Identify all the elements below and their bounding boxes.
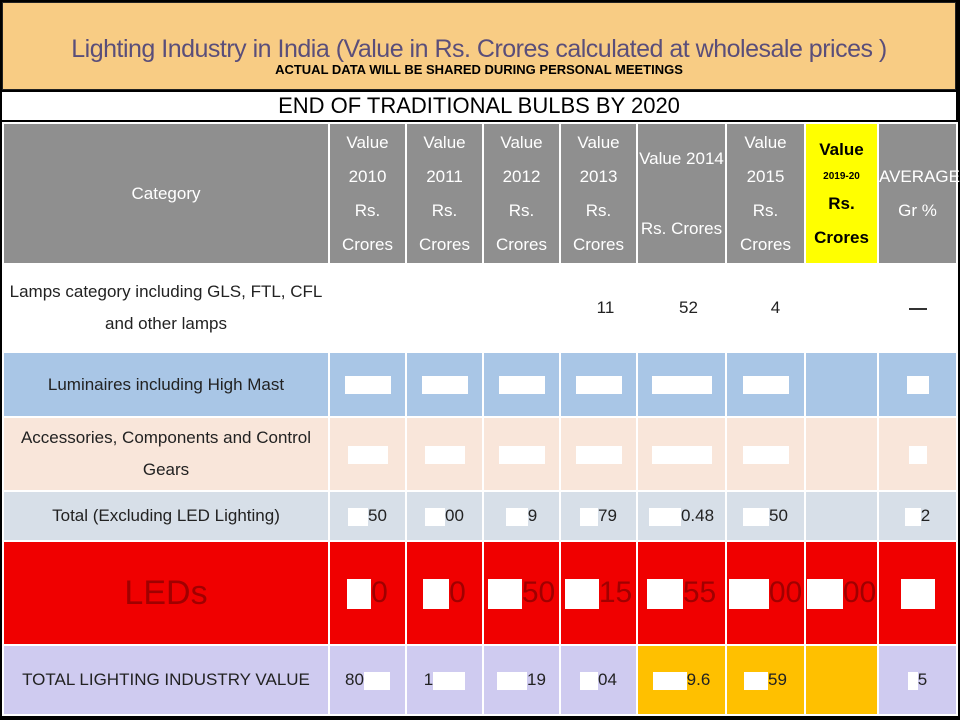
cell-value [636,351,727,418]
table-row: Accessories, Components and Control Gear… [2,416,958,492]
cell-value: 50 [328,490,407,542]
page-subtitle: ACTUAL DATA WILL BE SHARED DURING PERSON… [275,62,683,77]
cell-value [559,416,638,492]
header-2012: Value 2012 Rs. Crores [482,122,561,265]
cell-value [328,416,407,492]
cell-value: 9 [482,490,561,542]
table-row: TOTAL LIGHTING INDUSTRY VALUE 80 1 19 04… [2,644,958,716]
table-row: LEDs 0 0 50 15 55 00 00 [2,540,958,646]
table-row: Lamps category including GLS, FTL, CFL a… [2,263,958,353]
cell-value: 00 [804,540,879,646]
cell-value: 80 [328,644,407,716]
cell-value [559,351,638,418]
cell-value [877,540,958,646]
cell-value: 2 [877,490,958,542]
cell-value: 00 [725,540,806,646]
table-row: Total (Excluding LED Lighting) 50 00 9 7… [2,490,958,542]
header-2010: Value 2010 Rs. Crores [328,122,407,265]
cell-value: 0 [405,540,484,646]
cell-value: 0 [328,540,407,646]
cell-value [877,263,958,353]
cell-value: 04 [559,644,638,716]
cell-value: 52 [636,263,727,353]
header-row: Category Value 2010 Rs. Crores Value 2011 R… [2,122,960,265]
cell-value [804,263,879,353]
header-2013: Value 2013 Rs. Crores [559,122,638,265]
header-2019-20: Value 2019-20 Rs. Crores [804,122,879,265]
cell-value: 50 [725,490,806,542]
cell-value [725,416,806,492]
header-category: Category [2,122,330,265]
title-banner: Lighting Industry in India (Value in Rs.… [2,2,956,90]
cell-value [725,351,806,418]
table-row: Luminaires including High Mast [2,351,958,418]
row-category: TOTAL LIGHTING INDUSTRY VALUE [2,644,330,716]
cell-value [328,351,407,418]
headline-band: END OF TRADITIONAL BULBS BY 2020 [2,92,956,120]
row-category: Total (Excluding LED Lighting) [2,490,330,542]
header-2015: Value 2015 Rs. Crores [725,122,806,265]
cell-value [804,351,879,418]
cell-value: 79 [559,490,638,542]
cell-value: 19 [482,644,561,716]
row-category: Accessories, Components and Control Gear… [2,416,330,492]
cell-value [482,416,561,492]
cell-value [804,490,879,542]
row-category: Lamps category including GLS, FTL, CFL a… [2,263,330,353]
lighting-industry-table: Category Value 2010 Rs. Crores Value 2011 R… [2,122,960,716]
cell-value: 4 [725,263,806,353]
cell-value [877,416,958,492]
cell-value: 55 [636,540,727,646]
header-average-growth: AVERAGE Gr % [877,122,960,265]
cell-value [405,416,484,492]
cell-value: 50 [482,540,561,646]
cell-value [877,351,958,418]
cell-value [804,644,879,716]
cell-value: 5 [877,644,958,716]
row-category: Luminaires including High Mast [2,351,330,418]
cell-value: 1 [405,644,484,716]
cell-value: 11 [559,263,638,353]
cell-value [482,351,561,418]
cell-value: 15 [559,540,638,646]
cell-value: 59 [725,644,806,716]
header-2014: Value 2014 Rs. Crores [636,122,727,265]
cell-value: 00 [405,490,484,542]
cell-value [482,263,561,353]
cell-value [636,416,727,492]
cell-value [405,351,484,418]
page-title: Lighting Industry in India (Value in Rs.… [71,35,887,63]
row-category: LEDs [2,540,330,646]
cell-value [804,416,879,492]
cell-value [328,263,407,353]
cell-value [405,263,484,353]
cell-value: 9.6 [636,644,727,716]
cell-value: 0.48 [636,490,727,542]
header-2011: Value 2011 Rs. Crores [405,122,484,265]
